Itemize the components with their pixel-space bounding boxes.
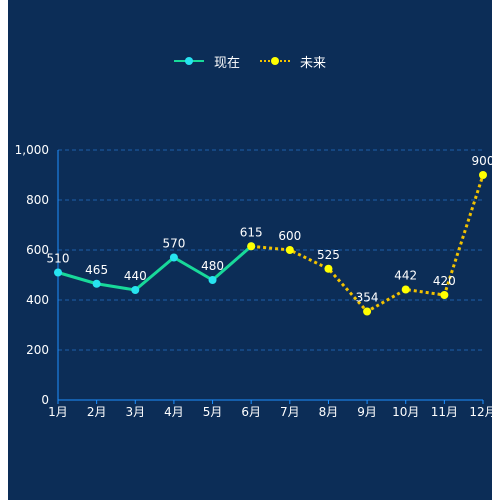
- y-tick-label: 200: [26, 343, 49, 357]
- data-point: [247, 242, 256, 251]
- y-tick-label: 1,000: [15, 143, 49, 157]
- data-point: [479, 171, 487, 179]
- y-tick-label: 400: [26, 293, 49, 307]
- data-point: [440, 291, 449, 299]
- data-point: [208, 276, 217, 284]
- x-tick-label: 8月: [319, 405, 339, 419]
- data-label: 480: [201, 259, 224, 273]
- x-tick-label: 4月: [164, 405, 184, 419]
- data-label: 420: [433, 274, 456, 288]
- x-tick-label: 12月: [469, 405, 496, 419]
- data-point: [54, 268, 62, 277]
- legend-symbol-now: [173, 57, 204, 65]
- x-tick-label: 6月: [241, 405, 261, 419]
- x-tick-label: 5月: [203, 405, 223, 419]
- x-tick-label: 11月: [431, 405, 458, 419]
- data-point: [169, 253, 178, 262]
- data-point: [131, 286, 140, 294]
- data-label: 600: [278, 229, 301, 243]
- data-label: 440: [124, 269, 147, 283]
- y-tick-label: 600: [26, 243, 49, 257]
- y-tick-label: 800: [26, 193, 49, 207]
- data-label: 354: [356, 291, 379, 305]
- x-tick-label: 10月: [392, 405, 419, 419]
- data-label: 442: [394, 269, 417, 283]
- y-tick-label: 0: [41, 393, 49, 407]
- legend: 现在 未来: [0, 50, 500, 72]
- x-tick-label: 7月: [280, 405, 300, 419]
- data-label: 465: [85, 263, 108, 277]
- data-point: [363, 307, 372, 316]
- data-label: 615: [240, 225, 263, 239]
- legend-label-now: 现在: [213, 55, 240, 71]
- data-label: 510: [47, 252, 70, 266]
- data-label: 900: [472, 154, 495, 168]
- data-label: 570: [162, 237, 185, 251]
- data-label: 525: [317, 248, 340, 262]
- series-line-1: [57, 245, 253, 292]
- data-point: [324, 264, 333, 273]
- x-tick-label: 2月: [87, 405, 107, 419]
- x-tick-label: 1月: [48, 405, 68, 419]
- data-point: [285, 246, 294, 254]
- data-point: [401, 285, 410, 294]
- x-tick-label: 3月: [125, 405, 145, 419]
- data-point: [92, 279, 101, 288]
- legend-item-now[interactable]: 现在: [173, 52, 240, 71]
- legend-symbol-future: [260, 57, 290, 65]
- x-tick-label: 9月: [357, 405, 377, 419]
- legend-label-future: 未来: [300, 55, 327, 71]
- legend-item-future[interactable]: 未来: [260, 52, 326, 71]
